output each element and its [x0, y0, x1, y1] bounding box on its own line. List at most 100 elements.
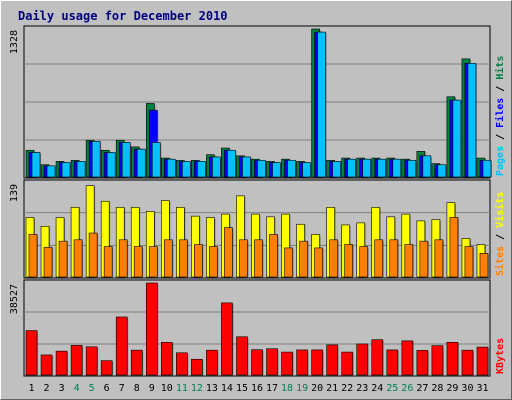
bar-sites-13 [209, 246, 218, 278]
bar-kbytes-15 [236, 336, 248, 376]
bar-pages-10 [166, 158, 176, 178]
x-tick-label: 24 [371, 383, 383, 394]
bar-kbytes-11 [176, 352, 188, 376]
bar-kbytes-19 [296, 349, 308, 376]
bar-sites-28 [434, 239, 444, 278]
x-tick-label: 14 [221, 383, 233, 394]
bar-kbytes-18 [281, 351, 293, 376]
legend-sites: Sites [494, 246, 506, 276]
bar-pages-25 [392, 158, 402, 178]
bar-sites-30 [464, 246, 474, 278]
bar-kbytes-27 [416, 350, 429, 376]
bar-sites-15 [239, 239, 248, 278]
x-tick-label: 11 [176, 383, 188, 394]
series-kbytes [25, 282, 489, 376]
bar-sites-8 [133, 246, 143, 278]
bar-pages-13 [212, 156, 221, 178]
bar-sites-23 [359, 246, 369, 278]
x-tick-label: 16 [251, 383, 263, 394]
bar-pages-17 [272, 162, 281, 178]
bar-pages-23 [362, 158, 372, 178]
bar-kbytes-6 [100, 360, 113, 376]
bar-sites-29 [449, 217, 459, 278]
bar-pages-9 [151, 142, 161, 178]
x-tick-label: 30 [461, 383, 473, 394]
bar-sites-4 [73, 239, 83, 278]
bar-kbytes-20 [311, 349, 323, 376]
bar-pages-15 [242, 156, 251, 178]
bar-sites-27 [419, 240, 429, 278]
bar-sites-18 [284, 247, 293, 278]
x-tick-label: 8 [134, 383, 140, 394]
bar-pages-16 [257, 159, 266, 178]
bar-kbytes-25 [386, 349, 399, 376]
chart-title: Daily usage for December 2010 [18, 9, 228, 23]
bar-pages-7 [121, 142, 131, 178]
bar-pages-28 [437, 164, 447, 178]
series-sites [28, 217, 489, 278]
bar-kbytes-22 [341, 351, 353, 376]
bar-kbytes-30 [461, 349, 474, 376]
bar-sites-12 [194, 244, 203, 278]
bar-kbytes-7 [115, 316, 128, 376]
x-tick-label: 6 [104, 383, 110, 394]
bar-pages-20 [317, 31, 326, 178]
x-tick-label: 27 [416, 383, 428, 394]
bar-kbytes-9 [145, 282, 158, 376]
bar-sites-25 [389, 239, 399, 278]
x-tick-label: 18 [281, 383, 293, 394]
x-tick-label: 15 [236, 383, 248, 394]
bar-kbytes-12 [191, 358, 203, 376]
bar-sites-7 [118, 239, 128, 278]
bar-pages-24 [377, 158, 387, 178]
bar-sites-2 [43, 246, 53, 278]
bar-pages-19 [302, 162, 311, 178]
bar-sites-31 [479, 253, 489, 278]
x-tick-label: 5 [89, 383, 95, 394]
bar-sites-22 [344, 244, 353, 278]
x-tick-label: 12 [191, 383, 203, 394]
x-tick-label: 20 [311, 383, 323, 394]
x-tick-label: 19 [296, 383, 308, 394]
legend-hits: Hits [494, 56, 506, 80]
bar-kbytes-13 [206, 349, 218, 376]
panel-kbytes-legend: KBytes [495, 338, 506, 374]
bar-kbytes-21 [326, 344, 338, 376]
bar-pages-2 [46, 165, 56, 178]
bar-sites-3 [58, 240, 68, 278]
bar-kbytes-23 [356, 343, 369, 376]
bar-sites-6 [103, 246, 113, 278]
bar-pages-8 [136, 148, 146, 178]
bar-sites-16 [254, 239, 263, 278]
panel-visits-legend: Sites / Visits [494, 192, 506, 276]
bar-kbytes-17 [266, 348, 278, 376]
bar-kbytes-2 [40, 354, 53, 376]
bar-pages-29 [452, 99, 462, 178]
x-tick-label: 25 [386, 383, 398, 394]
bar-sites-17 [269, 234, 278, 278]
legend-separator: / [495, 80, 506, 98]
panel-visits: 139 Sites / Visits [9, 179, 506, 279]
bar-pages-5 [91, 141, 101, 178]
bar-sites-26 [404, 244, 414, 278]
bar-kbytes-4 [70, 345, 83, 376]
bar-kbytes-28 [431, 345, 444, 376]
bar-pages-18 [287, 159, 296, 178]
bar-pages-30 [467, 63, 477, 178]
bar-pages-3 [61, 162, 71, 178]
bar-pages-31 [482, 159, 492, 178]
x-tick-label: 3 [59, 383, 65, 394]
bar-pages-11 [182, 161, 191, 178]
bar-sites-20 [314, 247, 323, 278]
x-tick-label: 31 [476, 383, 488, 394]
bar-kbytes-16 [251, 349, 263, 376]
x-tick-label: 28 [431, 383, 443, 394]
bar-pages-6 [106, 152, 116, 178]
x-tick-label: 29 [446, 383, 458, 394]
x-tick-label: 9 [149, 383, 155, 394]
bar-kbytes-14 [221, 302, 233, 376]
bar-pages-14 [227, 149, 236, 178]
svg-text:Sites / Visits: Sites / Visits [494, 192, 506, 276]
legend-pages: Pages [495, 146, 506, 176]
